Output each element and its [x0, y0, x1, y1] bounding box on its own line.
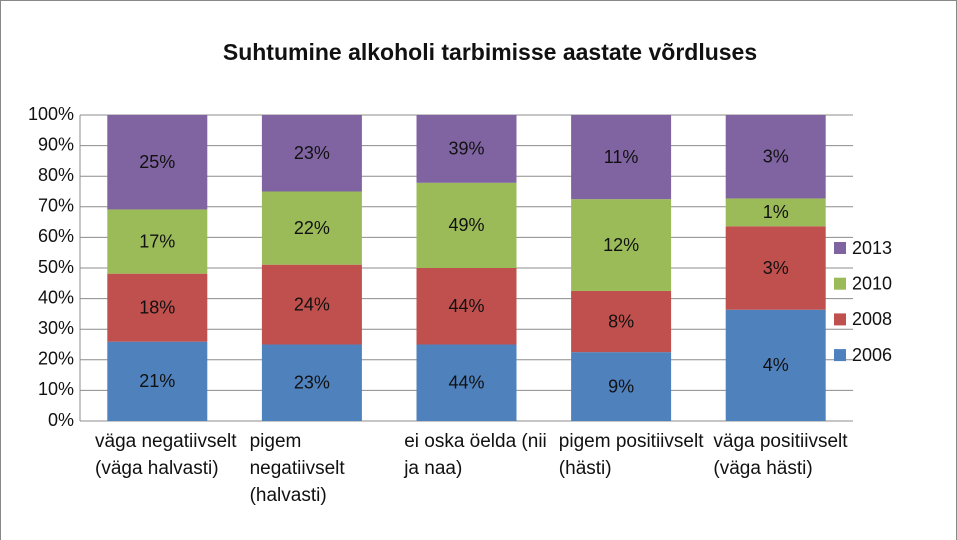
bar-segment [725, 226, 826, 310]
bar-segment [725, 115, 826, 199]
data-label: 24% [294, 294, 330, 314]
x-tick-label: väga negatiivselt (väga halvasti) [95, 431, 237, 479]
legend-swatch [834, 242, 846, 254]
y-tick-label: 80% [38, 165, 74, 185]
data-label: 8% [608, 311, 634, 331]
legend-swatch [834, 313, 846, 326]
x-tick-label: pigem positiivselt (hästi) [558, 431, 704, 479]
bar-segment [416, 268, 517, 345]
bar-segment [261, 115, 362, 192]
x-tick-label: pigem negatiivselt (halvasti) [249, 431, 345, 506]
y-tick-label: 0% [48, 410, 74, 430]
data-label: 21% [139, 371, 175, 391]
bar-segment [725, 198, 826, 227]
legend-label: 2013 [852, 238, 892, 258]
y-tick-label: 70% [38, 196, 74, 216]
data-label: 49% [448, 215, 484, 235]
bar-segment [416, 115, 517, 183]
bar-segment [107, 341, 208, 421]
y-tick-label: 100% [28, 104, 74, 124]
bar-segment [261, 344, 362, 421]
legend-label: 2008 [852, 309, 892, 329]
x-tick-label: väga positiivselt (väga hästi) [713, 431, 848, 479]
data-label: 1% [763, 202, 789, 222]
data-label: 12% [603, 235, 639, 255]
y-tick-label: 20% [38, 349, 74, 369]
data-label: 25% [139, 152, 175, 172]
y-tick-label: 30% [38, 318, 74, 338]
bar-segment [261, 191, 362, 265]
legend-label: 2006 [852, 345, 892, 365]
data-label: 4% [763, 355, 789, 375]
data-label: 23% [294, 373, 330, 393]
x-tick-label: ei oska öelda (nii ja naa) [404, 431, 547, 479]
data-label: 17% [139, 231, 175, 251]
bar-segment [571, 290, 672, 353]
data-label: 3% [763, 258, 789, 278]
y-tick-label: 50% [38, 257, 74, 277]
bar-segment [571, 115, 672, 200]
bar-segment [416, 344, 517, 421]
y-tick-label: 40% [38, 287, 74, 307]
y-tick-label: 60% [38, 226, 74, 246]
bar-segment [571, 352, 672, 421]
y-tick-label: 10% [38, 379, 74, 399]
data-label: 11% [604, 147, 639, 167]
data-label: 18% [139, 297, 175, 317]
data-label: 44% [448, 373, 484, 393]
bar-segment [107, 273, 208, 342]
bar-segment [416, 182, 517, 268]
bar-segment [107, 209, 208, 274]
chart-title: Suhtumine alkoholi tarbimisse aastate võ… [223, 39, 757, 65]
bar-segment [725, 309, 826, 421]
bar-segment [261, 264, 362, 345]
data-label: 3% [763, 146, 789, 166]
data-label: 9% [608, 376, 634, 396]
data-label: 39% [448, 139, 484, 159]
legend-swatch [834, 349, 846, 362]
legend-label: 2010 [852, 273, 892, 293]
data-label: 44% [448, 296, 484, 316]
bar-segment [571, 199, 672, 291]
y-tick-label: 90% [38, 134, 74, 154]
data-label: 23% [294, 143, 330, 163]
bar-segment [107, 115, 208, 210]
legend-swatch [834, 277, 846, 290]
data-label: 22% [294, 218, 330, 238]
